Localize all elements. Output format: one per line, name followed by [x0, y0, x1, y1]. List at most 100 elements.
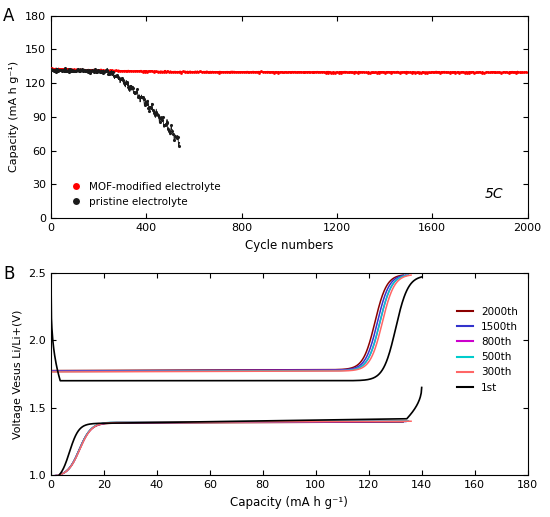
Point — [101, 67, 110, 75]
Point — [87, 66, 96, 74]
Point — [402, 69, 410, 77]
Point — [142, 97, 151, 105]
Point — [499, 68, 508, 77]
Point — [68, 66, 76, 74]
Point — [160, 120, 168, 129]
Point — [81, 67, 90, 75]
Y-axis label: Voltage Vesus Li/Li+(V): Voltage Vesus Li/Li+(V) — [13, 309, 23, 438]
Point — [306, 68, 315, 77]
Point — [138, 67, 147, 75]
Point — [161, 119, 170, 128]
Point — [102, 66, 111, 74]
Point — [143, 100, 152, 108]
Point — [510, 68, 519, 77]
Point — [164, 125, 173, 133]
Point — [84, 68, 93, 76]
Point — [160, 120, 169, 129]
Text: B: B — [3, 265, 15, 283]
Point — [140, 101, 149, 110]
Point — [224, 68, 233, 76]
Point — [172, 133, 180, 141]
Text: A: A — [3, 7, 15, 25]
Point — [302, 68, 311, 77]
Point — [456, 68, 465, 77]
Point — [327, 69, 336, 77]
Point — [126, 82, 135, 90]
Point — [205, 68, 214, 77]
Point — [51, 67, 59, 75]
X-axis label: Cycle numbers: Cycle numbers — [245, 238, 333, 252]
Point — [66, 65, 75, 73]
Point — [163, 67, 172, 75]
Point — [346, 68, 355, 76]
Point — [117, 67, 126, 75]
Point — [106, 66, 115, 74]
Point — [64, 65, 73, 73]
Point — [145, 107, 154, 115]
Point — [169, 130, 178, 138]
Point — [153, 68, 162, 76]
Point — [274, 69, 283, 77]
Point — [98, 67, 107, 75]
Point — [146, 67, 155, 75]
Point — [95, 67, 103, 75]
Legend: 2000th, 1500th, 800th, 500th, 300th, 1st: 2000th, 1500th, 800th, 500th, 300th, 1st — [453, 302, 522, 397]
Point — [78, 65, 86, 73]
Point — [266, 68, 275, 76]
Point — [377, 68, 386, 76]
Point — [88, 66, 97, 74]
Point — [312, 68, 321, 76]
Point — [73, 66, 81, 74]
Point — [57, 67, 66, 75]
Point — [474, 68, 483, 77]
Point — [285, 68, 294, 76]
Point — [106, 68, 115, 77]
Point — [75, 65, 84, 73]
Point — [78, 67, 87, 75]
Point — [430, 68, 439, 77]
Point — [92, 68, 101, 77]
Point — [218, 68, 227, 76]
Point — [150, 109, 158, 117]
Point — [252, 68, 261, 77]
Point — [392, 68, 401, 76]
Point — [518, 68, 526, 76]
Point — [112, 66, 120, 74]
Point — [87, 67, 96, 75]
Point — [459, 68, 468, 77]
Point — [170, 132, 179, 140]
Point — [228, 68, 236, 77]
Point — [500, 68, 509, 77]
Point — [160, 68, 168, 76]
Point — [238, 68, 246, 76]
Point — [47, 64, 56, 72]
Legend: MOF-modified electrolyte, pristine electrolyte: MOF-modified electrolyte, pristine elect… — [61, 177, 225, 211]
Point — [155, 113, 163, 121]
Point — [66, 65, 75, 73]
Point — [344, 68, 353, 77]
Point — [333, 68, 342, 77]
Point — [395, 68, 404, 77]
Point — [470, 68, 479, 77]
Point — [300, 68, 309, 77]
Point — [438, 68, 447, 77]
Point — [152, 108, 161, 116]
Point — [260, 68, 269, 77]
Point — [422, 69, 431, 77]
Point — [100, 67, 109, 75]
Point — [142, 68, 151, 76]
Point — [165, 68, 174, 76]
Point — [323, 69, 332, 78]
Point — [384, 68, 393, 77]
Point — [415, 68, 424, 77]
Point — [373, 68, 382, 77]
Point — [230, 68, 239, 77]
Point — [52, 65, 61, 73]
Point — [128, 83, 136, 91]
Point — [272, 68, 280, 76]
Point — [455, 69, 464, 77]
Point — [129, 67, 138, 75]
Point — [98, 69, 107, 77]
Point — [361, 68, 370, 77]
Point — [70, 67, 79, 75]
